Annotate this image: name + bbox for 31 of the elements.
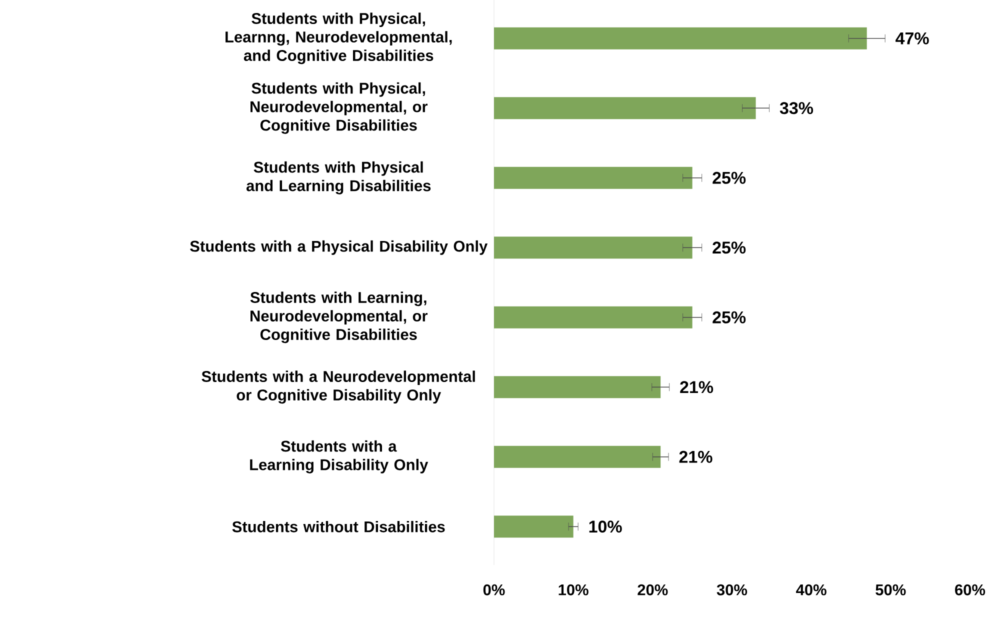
x-tick-label: 20% — [638, 584, 668, 596]
data-label: 25% — [712, 172, 746, 184]
x-tick-label: 50% — [876, 584, 906, 596]
x-tick-label: 60% — [955, 584, 986, 596]
x-tick-label: 40% — [796, 584, 826, 596]
data-label: 47% — [896, 32, 929, 44]
y-tick-label: Students with a Learning Disability Only — [250, 440, 428, 474]
data-label: 25% — [712, 311, 746, 324]
x-tick-label: 0% — [483, 584, 505, 596]
bar — [494, 166, 692, 189]
bar — [494, 516, 574, 538]
y-tick-label: Students with Learning, Neurodevelopmental, or Cognitive Disabilities — [250, 292, 428, 344]
bar — [494, 376, 661, 398]
bar — [494, 97, 756, 120]
bar — [494, 446, 661, 468]
x-tick-label: 10% — [558, 584, 588, 596]
x-tick-label: 30% — [716, 584, 748, 596]
data-label: 33% — [780, 102, 814, 114]
y-tick-label: Students with Physical, Learnng, Neurodevelopmental, and Cognitive Disabilities — [226, 12, 452, 64]
data-label: 21% — [680, 381, 714, 394]
bar — [494, 27, 867, 50]
y-tick-label: Students with Physical, Neurodevelopmental, or Cognitive Disabilities — [250, 82, 428, 134]
bar — [494, 306, 692, 328]
y-tick-label: Students with Physical and Learning Disabilities — [246, 161, 431, 194]
data-label: 25% — [712, 242, 746, 254]
data-label: 21% — [679, 450, 712, 463]
y-tick-label: Students with a Physical Disability Only — [190, 240, 488, 255]
data-label: 10% — [589, 520, 622, 533]
y-tick-label: Students without Disabilities — [232, 520, 445, 532]
y-tick-label: Students with a Neurodevelopmental or Cognitive Disability Only — [202, 370, 475, 404]
bar — [494, 236, 692, 259]
